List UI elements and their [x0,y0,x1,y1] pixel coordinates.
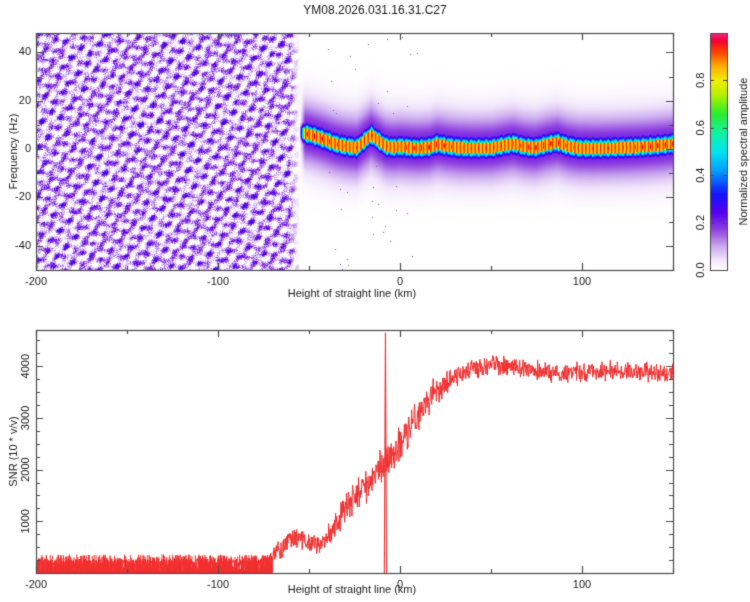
figure-root: YM08.2026.031.16.31.C27 Height of straig… [0,0,750,600]
scientific-figure-canvas [0,0,750,600]
